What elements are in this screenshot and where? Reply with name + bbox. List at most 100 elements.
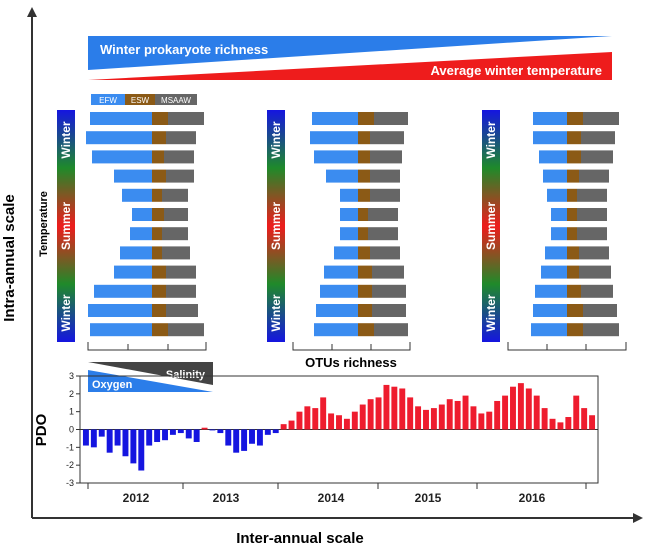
pdo-bar — [343, 418, 350, 430]
pdo-bar — [296, 411, 303, 430]
pdo-bar — [256, 429, 263, 446]
msaaw-segment — [162, 246, 190, 260]
season-label-bottom: Winter — [59, 294, 73, 332]
pdo-bar — [525, 388, 532, 430]
pdo-year-label: 2015 — [415, 491, 442, 505]
esw-segment — [567, 246, 579, 260]
pdo-bar — [454, 400, 461, 430]
msaaw-segment — [370, 150, 402, 164]
pdo-bar — [470, 406, 477, 430]
season-label-top: Winter — [269, 121, 283, 159]
pdo-bar — [573, 395, 580, 430]
pdo-bar — [312, 408, 319, 430]
pdo-bar — [438, 404, 445, 430]
efw-segment — [310, 131, 358, 145]
msaaw-segment — [372, 284, 406, 298]
profile-panel-3: Winter Summer Winter — [482, 110, 619, 342]
msaaw-segment — [162, 227, 188, 241]
pdo-year-label: 2013 — [213, 491, 240, 505]
pdo-bar — [177, 429, 184, 434]
efw-segment — [120, 246, 152, 260]
bracket-panel-1 — [87, 342, 207, 351]
msaaw-segment — [370, 246, 400, 260]
profile-panel-2: Winter Summer Winter — [267, 110, 408, 342]
msaaw-segment — [166, 284, 196, 298]
efw-segment — [312, 112, 358, 125]
efw-segment — [314, 150, 358, 164]
esw-segment — [358, 188, 370, 202]
richness-wedge — [88, 36, 612, 70]
season-label-middle: Summer — [59, 202, 73, 250]
esw-segment — [152, 284, 166, 298]
pdo-ytick-label: -3 — [66, 478, 74, 488]
pdo-year-label: 2014 — [318, 491, 345, 505]
pdo-bar — [549, 418, 556, 430]
efw-segment — [533, 304, 567, 317]
msaaw-segment — [166, 304, 198, 317]
msaaw-segment — [162, 188, 188, 202]
efw-segment — [316, 304, 358, 317]
pdo-bar — [462, 395, 469, 430]
pdo-bar — [486, 411, 493, 430]
season-label-bottom: Winter — [484, 294, 498, 332]
pdo-bar — [383, 384, 390, 430]
pdo-bar — [494, 400, 501, 430]
pdo-axis-label: PDO — [33, 413, 50, 446]
msaaw-segment — [168, 323, 204, 337]
pdo-bar — [162, 429, 168, 441]
efw-segment — [547, 188, 567, 202]
pdo-bar — [502, 395, 509, 430]
esw-segment — [358, 284, 372, 298]
efw-segment — [326, 169, 358, 183]
esw-segment — [152, 304, 166, 317]
efw-segment — [551, 208, 567, 221]
pdo-bar — [185, 429, 192, 439]
pdo-bar — [138, 429, 145, 471]
msaaw-segment — [374, 112, 408, 125]
msaaw-segment — [164, 208, 188, 221]
msaaw-segment — [374, 323, 408, 337]
season-gradient-bar — [482, 110, 500, 342]
msaaw-segment — [370, 188, 400, 202]
pdo-bar — [359, 404, 366, 430]
pdo-bar — [114, 429, 121, 446]
efw-segment — [122, 188, 152, 202]
esw-segment — [567, 304, 583, 317]
efw-segment — [88, 304, 152, 317]
esw-segment — [152, 208, 164, 221]
pdo-bar — [407, 397, 414, 430]
pdo-bar — [391, 386, 398, 430]
msaaw-segment — [372, 304, 406, 317]
msaaw-segment — [577, 188, 607, 202]
msaaw-segment — [579, 169, 609, 183]
esw-segment — [567, 131, 581, 145]
season-label-top: Winter — [59, 121, 73, 159]
water-mass-profiles: WinterSummerWinterWinterSummerWinterWint… — [57, 110, 619, 342]
pdo-bar — [169, 429, 176, 435]
pdo-bar — [351, 411, 358, 430]
msaaw-segment — [372, 265, 404, 279]
esw-segment — [152, 265, 166, 279]
msaaw-segment — [579, 246, 609, 260]
efw-segment — [114, 169, 152, 183]
esw-segment — [358, 227, 368, 241]
legend-swatch-esw — [125, 94, 155, 105]
msaaw-segment — [368, 208, 398, 221]
pdo-bar — [241, 429, 248, 451]
pdo-bar — [280, 424, 287, 430]
msaaw-segment — [370, 169, 400, 183]
pdo-bar — [510, 386, 516, 430]
efw-segment — [130, 227, 152, 241]
efw-segment — [533, 131, 567, 145]
esw-segment — [567, 169, 579, 183]
richness-label: Winter prokaryote richness — [100, 42, 268, 57]
season-label-top: Winter — [484, 121, 498, 159]
pdo-bar — [517, 383, 524, 430]
efw-segment — [340, 208, 358, 221]
efw-segment — [94, 284, 152, 298]
pdo-bar — [533, 395, 540, 430]
pdo-bar — [82, 429, 89, 446]
msaaw-segment — [577, 227, 607, 241]
pdo-bar — [130, 429, 137, 464]
